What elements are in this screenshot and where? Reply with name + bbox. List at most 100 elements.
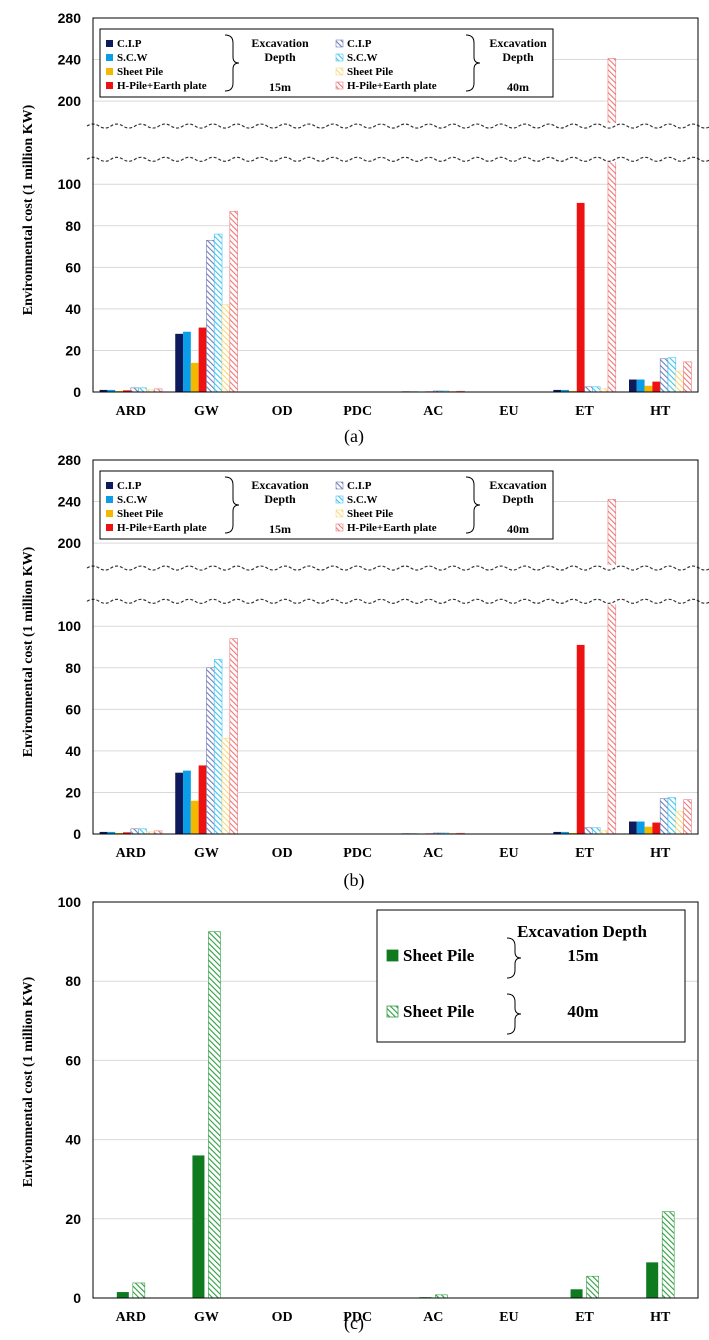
y-tick-label: 80: [65, 973, 81, 989]
legend-label: H-Pile+Earth plate: [117, 80, 207, 92]
x-category-label: PDC: [343, 846, 372, 861]
legend-brace: [224, 34, 240, 92]
legend-label: S.C.W: [347, 52, 378, 64]
bar: [115, 390, 124, 392]
bar: [132, 1282, 146, 1299]
bar: [659, 798, 669, 835]
bar: [221, 304, 231, 393]
bar: [116, 1292, 129, 1298]
legend-header: Excavation: [251, 478, 309, 492]
legend-depth: 40m: [507, 522, 529, 536]
bar: [99, 389, 108, 392]
bar: [561, 389, 569, 392]
bar: [130, 387, 139, 393]
bar: [553, 831, 562, 834]
legend-label: Sheet Pile: [347, 508, 393, 520]
legend-header: Excavation: [489, 478, 547, 492]
x-category-label: OD: [272, 404, 293, 419]
y-tick-label: 200: [58, 93, 82, 109]
panel-label: (a): [344, 426, 364, 447]
plot-frame: [92, 17, 699, 393]
y-tick-label: 60: [65, 259, 81, 275]
legend-label: C.I.P: [117, 38, 142, 50]
bar: [190, 362, 199, 392]
bar: [130, 828, 139, 835]
bar: [99, 831, 108, 834]
y-tick-label: 0: [73, 1290, 81, 1306]
axes: [92, 17, 699, 393]
legend-swatch: [106, 496, 113, 503]
legend: C.I.P S.C.W Sheet Pile H-Pile+Earth plate Ex…: [99, 470, 554, 540]
y-tick-label: 240: [58, 52, 82, 68]
legend-depth: 15m: [269, 80, 291, 94]
x-category-label: AC: [423, 404, 443, 419]
y-tick-label: 40: [65, 301, 81, 317]
legend-swatch: [335, 39, 344, 48]
y-axis-ticks: 0 20 40 60 80 100: [58, 894, 82, 1306]
plot-frame: [92, 901, 699, 1299]
bar: [652, 381, 661, 392]
x-category-label: EU: [499, 404, 518, 419]
legend-swatch: [106, 68, 113, 75]
x-category-label: EU: [499, 846, 518, 861]
legend-header: Excavation: [489, 36, 547, 50]
bar: [644, 826, 653, 834]
legend-label: Sheet Pile: [347, 66, 393, 78]
y-axis-ticks: 0 20 40 60 80 100 200 240 280: [58, 452, 82, 842]
bar: [646, 1262, 659, 1298]
x-category-label: GW: [194, 1310, 219, 1325]
legend-brace: [224, 476, 240, 534]
plot-frame: [92, 459, 699, 835]
legend-label: C.I.P: [347, 38, 372, 50]
y-tick-label: 80: [65, 218, 81, 234]
x-category-label: ARD: [116, 404, 146, 419]
chart-panel-b: Environmental cost (1 million KW) 0 20 40 6…: [21, 452, 709, 891]
y-tick-label: 80: [65, 660, 81, 676]
break-wave: [86, 123, 709, 129]
y-axis-ticks: 0 20 40 60 80 100 200 240 280: [58, 10, 82, 400]
panel-label: (b): [344, 870, 365, 891]
legend-header: Depth: [264, 50, 296, 64]
y-tick-label: 280: [58, 452, 82, 468]
y-tick-label: 0: [73, 384, 81, 400]
legend-swatch: [335, 509, 344, 518]
bar: [683, 799, 692, 835]
bar: [592, 386, 601, 393]
break-wave: [86, 598, 709, 604]
legend-depth: 15m: [269, 522, 291, 536]
x-category-label: PDC: [343, 404, 372, 419]
legend-swatch: [106, 482, 113, 489]
bar: [198, 327, 207, 392]
bar: [206, 240, 215, 393]
bar: [115, 832, 124, 834]
bar: [208, 931, 221, 1299]
legend-swatch: [335, 481, 344, 490]
bar: [675, 810, 684, 835]
bar: [607, 499, 617, 835]
bar: [192, 1155, 205, 1298]
x-category-label: OD: [272, 846, 293, 861]
y-axis-label: Environmental cost (1 million KW): [21, 546, 36, 757]
bar: [576, 644, 585, 834]
x-category-label: HT: [650, 846, 671, 861]
bar: [553, 389, 562, 392]
bar: [123, 832, 131, 834]
axes: [92, 459, 699, 835]
bar: [584, 386, 593, 393]
y-tick-label: 280: [58, 10, 82, 26]
y-tick-label: 40: [65, 743, 81, 759]
bar: [636, 379, 645, 392]
axis-break-marker: [86, 565, 709, 605]
x-category-label: ET: [575, 404, 594, 419]
bar: [175, 772, 184, 834]
x-category-label: ET: [575, 846, 594, 861]
chart-panel-a: Environmental cost (1 million KW) 0 20 40 6…: [21, 10, 709, 447]
bar: [206, 667, 215, 835]
y-tick-label: 240: [58, 494, 82, 510]
chart-panel-c: Environmental cost (1 million KW) 0 20 40 6…: [21, 894, 699, 1334]
bar: [123, 390, 131, 392]
legend-label: S.C.W: [117, 52, 148, 64]
x-category-label: HT: [650, 404, 671, 419]
bar: [568, 390, 577, 392]
